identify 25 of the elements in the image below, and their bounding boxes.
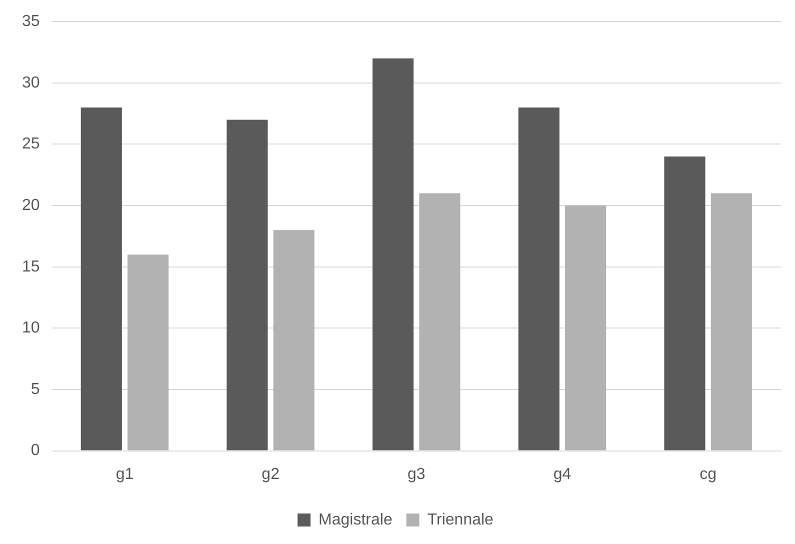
x-tick-label: g1: [116, 466, 134, 483]
bar: [710, 193, 752, 450]
y-tick-label: 20: [22, 196, 40, 214]
y-tick-label: 0: [30, 442, 40, 460]
y-tick-label: 5: [30, 380, 40, 398]
bar: [419, 193, 460, 450]
bar: [80, 107, 122, 450]
x-tick-label: cg: [700, 466, 717, 483]
y-tick-label: 25: [22, 136, 40, 153]
bar: [664, 156, 706, 450]
bar: [128, 254, 169, 450]
bar: [273, 230, 314, 450]
bar: [518, 107, 560, 450]
legend-label: Triennale: [427, 511, 494, 528]
legend-label: Magistrale: [318, 511, 392, 528]
y-tick-label: 30: [22, 74, 40, 92]
x-tick-label: g2: [262, 466, 280, 483]
bar: [226, 120, 268, 450]
y-tick-label: 35: [22, 13, 40, 30]
bar: [565, 206, 606, 450]
bar: [372, 58, 414, 450]
y-tick-label: 10: [22, 320, 40, 337]
y-tick-label: 15: [22, 258, 40, 276]
x-tick-label: g3: [408, 466, 426, 483]
x-tick-label: g4: [553, 466, 572, 483]
